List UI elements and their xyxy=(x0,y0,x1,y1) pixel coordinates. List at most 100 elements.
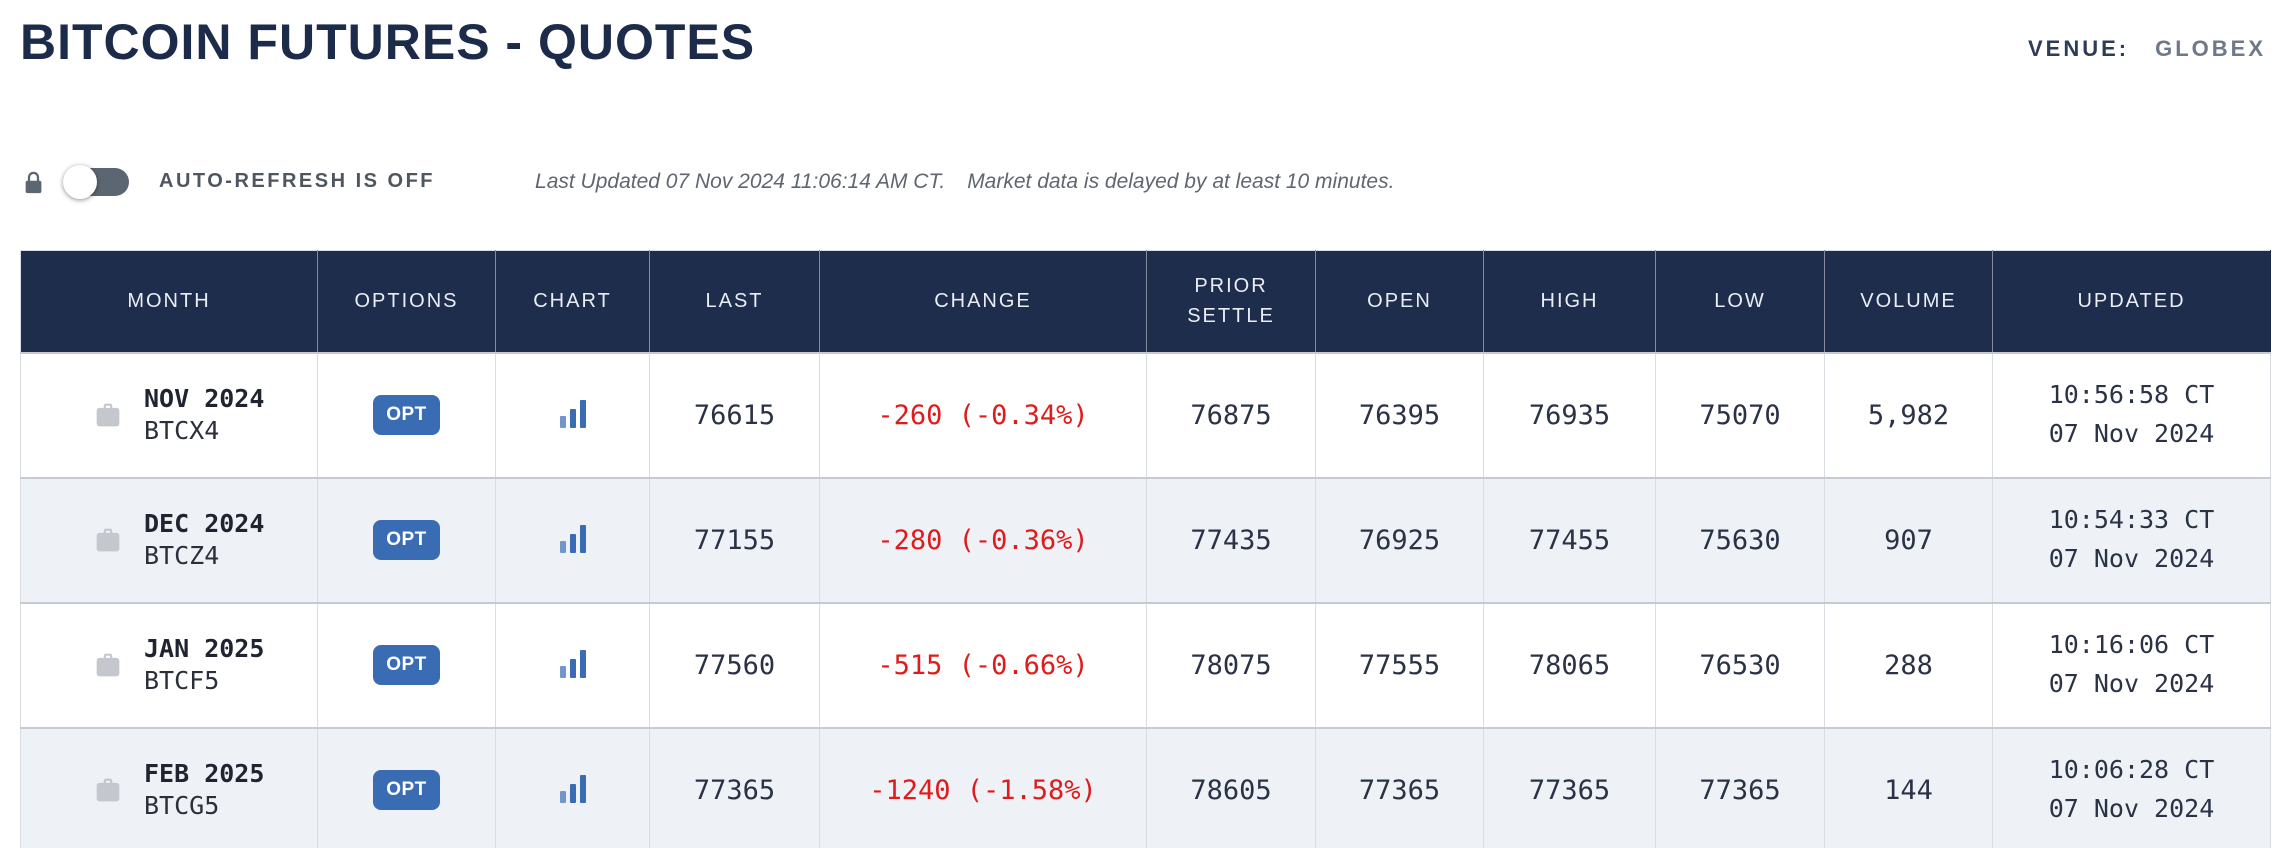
month-label: NOV 2024 xyxy=(144,383,265,413)
bar-chart-icon[interactable] xyxy=(559,648,586,678)
refresh-toolbar: AUTO-REFRESH IS OFF Last Updated 07 Nov … xyxy=(20,164,2270,200)
page-header: BITCOIN FUTURES - QUOTES VENUE: GLOBEX xyxy=(0,0,2290,72)
briefcase-icon xyxy=(96,653,120,677)
prior-settle-value: 77435 xyxy=(1146,477,1316,604)
month-cell: FEB 2025 BTCG5 xyxy=(20,727,318,848)
bar-chart-icon[interactable] xyxy=(559,523,586,553)
chart-cell xyxy=(495,727,650,848)
open-value: 77555 xyxy=(1315,602,1484,729)
high-value: 78065 xyxy=(1483,602,1656,729)
low-value: 76530 xyxy=(1655,602,1825,729)
options-cell: OPT xyxy=(317,352,496,479)
venue-label: VENUE: xyxy=(2027,35,2130,61)
open-value: 76925 xyxy=(1315,477,1484,604)
updated-cell: 10:06:28 CT 07 Nov 2024 xyxy=(1992,727,2271,848)
volume-value: 5,982 xyxy=(1824,352,1993,479)
last-updated-text: Last Updated 07 Nov 2024 11:06:14 AM CT. xyxy=(535,169,946,193)
auto-refresh-toggle[interactable] xyxy=(63,164,129,199)
updated-time: 10:06:28 CT xyxy=(2048,755,2215,785)
venue-value[interactable]: GLOBEX xyxy=(2155,35,2266,61)
month-label: JAN 2025 xyxy=(144,633,265,663)
updated-date: 07 Nov 2024 xyxy=(2048,419,2215,448)
column-header-high: HIGH xyxy=(1483,250,1656,354)
month-label: FEB 2025 xyxy=(144,758,265,788)
column-header-chart: CHART xyxy=(495,250,650,354)
bar-chart-icon[interactable] xyxy=(559,398,586,428)
contract-code: BTCZ4 xyxy=(144,541,220,570)
change-value: -515 (-0.66%) xyxy=(819,602,1147,729)
column-header-options: OPTIONS xyxy=(317,250,496,354)
updated-cell: 10:56:58 CT 07 Nov 2024 xyxy=(1992,352,2271,479)
high-value: 77455 xyxy=(1483,477,1656,604)
table-row: NOV 2024 BTCX4 OPT 76615 -260 (-0.34%) 7… xyxy=(20,352,2271,479)
quotes-table: MONTH OPTIONS CHART LAST CHANGE PRIOR SE… xyxy=(20,249,2271,848)
volume-value: 288 xyxy=(1824,602,1993,729)
lock-icon xyxy=(25,171,42,193)
change-value: -260 (-0.34%) xyxy=(819,352,1147,479)
last-value: 77560 xyxy=(649,602,820,729)
updated-cell: 10:16:06 CT 07 Nov 2024 xyxy=(1992,602,2271,729)
last-value: 76615 xyxy=(649,352,820,479)
updated-time: 10:54:33 CT xyxy=(2048,505,2215,535)
month-label: DEC 2024 xyxy=(144,508,265,538)
volume-value: 907 xyxy=(1824,477,1993,604)
updated-cell: 10:54:33 CT 07 Nov 2024 xyxy=(1992,477,2271,604)
chart-cell xyxy=(495,602,650,729)
page-title: BITCOIN FUTURES - QUOTES xyxy=(20,14,756,70)
opt-button[interactable]: OPT xyxy=(373,645,440,685)
table-row: FEB 2025 BTCG5 OPT 77365 -1240 (-1.58%) … xyxy=(20,727,2271,848)
updated-date: 07 Nov 2024 xyxy=(2048,794,2215,823)
prior-settle-value: 78605 xyxy=(1146,727,1316,848)
updated-date: 07 Nov 2024 xyxy=(2048,669,2215,698)
venue-selector: VENUE: GLOBEX xyxy=(2028,36,2270,62)
open-value: 77365 xyxy=(1315,727,1484,848)
opt-button[interactable]: OPT xyxy=(373,520,440,560)
contract-code: BTCF5 xyxy=(144,666,220,695)
high-value: 76935 xyxy=(1483,352,1656,479)
column-header-low: LOW xyxy=(1655,250,1825,354)
open-value: 76395 xyxy=(1315,352,1484,479)
change-value: -280 (-0.36%) xyxy=(819,477,1147,604)
column-header-volume: VOLUME xyxy=(1824,250,1993,354)
table-row: JAN 2025 BTCF5 OPT 77560 -515 (-0.66%) 7… xyxy=(20,602,2271,729)
briefcase-icon xyxy=(96,778,120,802)
low-value: 77365 xyxy=(1655,727,1825,848)
contract-code: BTCX4 xyxy=(144,416,220,445)
prior-settle-value: 78075 xyxy=(1146,602,1316,729)
column-header-last: LAST xyxy=(649,250,820,354)
updated-time: 10:56:58 CT xyxy=(2048,380,2215,410)
chart-cell xyxy=(495,352,650,479)
table-body: NOV 2024 BTCX4 OPT 76615 -260 (-0.34%) 7… xyxy=(20,352,2271,848)
month-cell: JAN 2025 BTCF5 xyxy=(20,602,318,729)
month-cell: DEC 2024 BTCZ4 xyxy=(20,477,318,604)
options-cell: OPT xyxy=(317,477,496,604)
table-header: MONTH OPTIONS CHART LAST CHANGE PRIOR SE… xyxy=(20,250,2271,354)
bar-chart-icon[interactable] xyxy=(559,773,586,803)
volume-value: 144 xyxy=(1824,727,1993,848)
prior-settle-value: 76875 xyxy=(1146,352,1316,479)
last-updated-note: Last Updated 07 Nov 2024 11:06:14 AM CT.… xyxy=(535,170,1394,194)
table-row: DEC 2024 BTCZ4 OPT 77155 -280 (-0.36%) 7… xyxy=(20,477,2271,604)
high-value: 77365 xyxy=(1483,727,1656,848)
options-cell: OPT xyxy=(317,602,496,729)
month-cell: NOV 2024 BTCX4 xyxy=(20,352,318,479)
chart-cell xyxy=(495,477,650,604)
options-cell: OPT xyxy=(317,727,496,848)
column-header-updated: UPDATED xyxy=(1992,250,2271,354)
low-value: 75070 xyxy=(1655,352,1825,479)
opt-button[interactable]: OPT xyxy=(373,770,440,810)
column-header-prior-settle: PRIOR SETTLE xyxy=(1146,250,1316,354)
last-value: 77365 xyxy=(649,727,820,848)
delay-notice: Market data is delayed by at least 10 mi… xyxy=(967,169,1395,193)
column-header-change: CHANGE xyxy=(819,250,1147,354)
contract-code: BTCG5 xyxy=(144,791,220,820)
opt-button[interactable]: OPT xyxy=(373,395,440,435)
column-header-open: OPEN xyxy=(1315,250,1484,354)
briefcase-icon xyxy=(96,528,120,552)
updated-time: 10:16:06 CT xyxy=(2048,630,2215,660)
briefcase-icon xyxy=(96,403,120,427)
change-value: -1240 (-1.58%) xyxy=(819,727,1147,848)
toggle-knob xyxy=(63,164,97,199)
column-header-month: MONTH xyxy=(20,250,318,354)
